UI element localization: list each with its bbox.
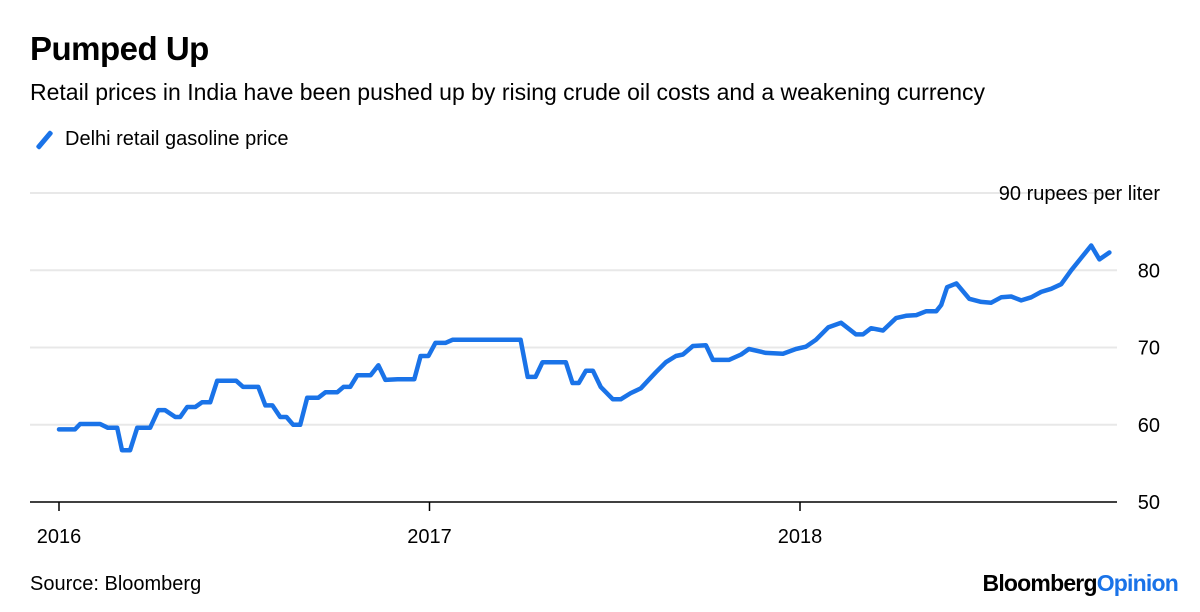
y-tick-label: 70 (1138, 338, 1160, 360)
x-tick-label: 2016 (37, 526, 82, 548)
logo-accent: Opinion (1096, 570, 1179, 596)
legend-label: Delhi retail gasoline price (65, 128, 289, 150)
y-unit-label: 90 rupees per liter (999, 183, 1161, 205)
y-tick-label: 60 (1138, 415, 1160, 437)
gridlines (30, 192, 1117, 426)
series-group (56, 243, 1112, 453)
y-axis: 50 60 70 80 (1138, 260, 1160, 514)
x-axis: 2016 2017 2018 (30, 501, 1117, 548)
series-line-delhi-gasoline (56, 243, 1112, 453)
chart-title: Pumped Up (30, 30, 209, 67)
legend: Delhi retail gasoline price (35, 128, 289, 151)
bloomberg-opinion-logo: BloombergOpinion (982, 570, 1179, 597)
y-tick-label: 50 (1138, 492, 1160, 514)
chart-subtitle: Retail prices in India have been pushed … (30, 79, 986, 105)
source-note: Source: Bloomberg (30, 573, 202, 595)
logo-main: Bloomberg (982, 570, 1098, 596)
y-tick-label: 80 (1138, 260, 1160, 282)
x-tick-label: 2017 (407, 526, 452, 548)
x-tick-label: 2018 (778, 526, 823, 548)
